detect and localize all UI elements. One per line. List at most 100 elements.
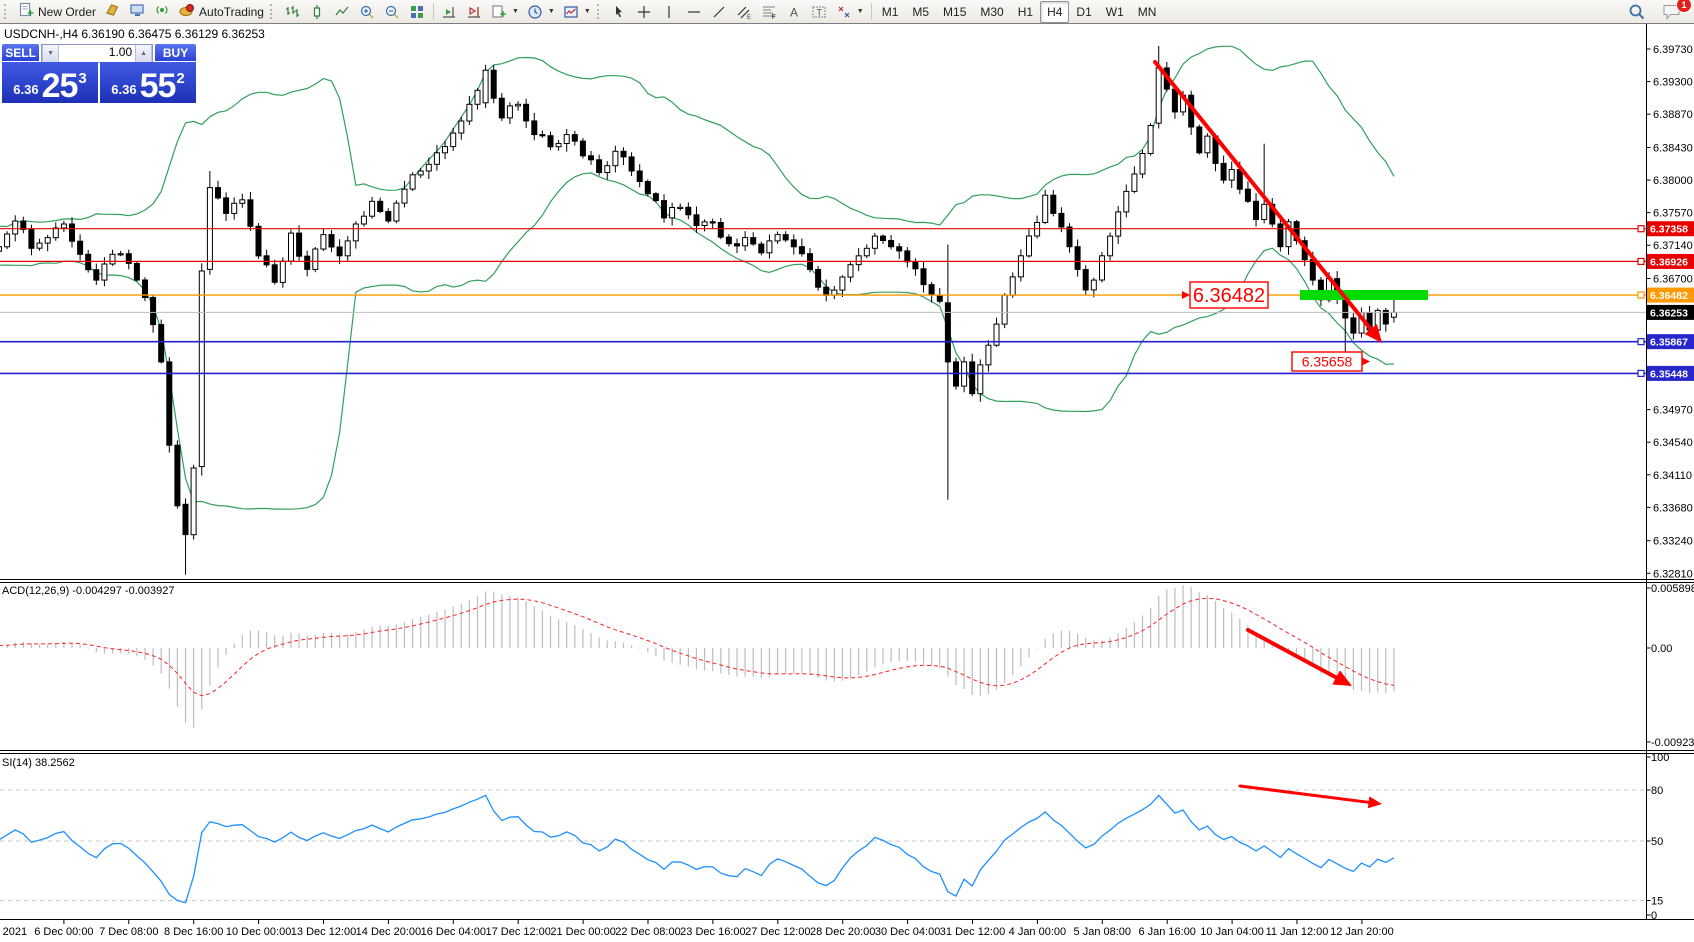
timeframe-button-w1[interactable]: W1: [1105, 4, 1124, 19]
toolbar-grip-3[interactable]: [596, 4, 603, 19]
new-order-button[interactable]: New Order: [14, 1, 100, 23]
timeframe-button-h1[interactable]: H1: [1017, 4, 1034, 19]
sell-button[interactable]: SELL: [2, 44, 40, 61]
svg-text:6.33240: 6.33240: [1653, 536, 1693, 548]
candlestick-chart-button[interactable]: [305, 1, 330, 23]
channel-button[interactable]: E: [732, 1, 757, 23]
trend-arrow-main[interactable]: [1153, 60, 1382, 343]
toolbar-grip-2[interactable]: [269, 4, 276, 19]
one-click-trading-panel: SELL ▼ 1.00 ▲ BUY 6.36 25 3 6.36 55 2: [2, 44, 196, 103]
price-badge: [1647, 334, 1694, 350]
svg-text:0: 0: [1651, 910, 1657, 922]
volume-input[interactable]: 1.00: [59, 45, 136, 62]
buy-price-button[interactable]: 6.36 55 2: [100, 62, 196, 103]
svg-text:0.00: 0.00: [1651, 643, 1672, 655]
price-callout-upper[interactable]: 6.36482: [1182, 281, 1269, 309]
volume-decrease-button[interactable]: ▼: [42, 45, 60, 62]
candlestick-chart-icon: [313, 4, 321, 19]
text-button[interactable]: A: [782, 1, 807, 23]
timeframe-button-m30[interactable]: M30: [980, 4, 1004, 19]
text-label-button[interactable]: T: [807, 1, 832, 23]
sell-price-button[interactable]: 6.36 25 3: [2, 62, 98, 103]
clock-icon: [528, 4, 542, 19]
price-badge: [1647, 287, 1694, 303]
price-callout-lower[interactable]: 6.35658: [1291, 351, 1370, 372]
level-anchor-marker: [1637, 338, 1645, 346]
price-badge: [1647, 365, 1694, 381]
trendline-button[interactable]: [707, 1, 732, 23]
svg-text:6.37358: 6.37358: [1650, 224, 1688, 236]
timeframe-button-d1[interactable]: D1: [1076, 4, 1092, 19]
svg-text:28 Dec 20:00: 28 Dec 20:00: [810, 926, 875, 938]
zoom-out-button[interactable]: [380, 1, 405, 23]
svg-text:6.36482: 6.36482: [1650, 290, 1688, 302]
toolbar-grip[interactable]: [4, 4, 10, 19]
zoom-in-button[interactable]: [355, 1, 380, 23]
auto-scroll-icon: [467, 6, 480, 18]
highlight-green-bar[interactable]: [1300, 290, 1428, 300]
periods-button[interactable]: ▼: [523, 1, 559, 23]
main-chart-panel: [0, 45, 1646, 575]
timeframe-button-mn[interactable]: MN: [1137, 4, 1157, 19]
new-chart-icon: [492, 4, 506, 18]
sell-price-prefix: 6.36: [13, 82, 39, 97]
svg-text:12 Jan 20:00: 12 Jan 20:00: [1330, 926, 1394, 938]
toolbar: New Order AutoTrading ▼ ▼ ▼ E F A T ▼: [0, 0, 1694, 24]
vertical-line-button[interactable]: [657, 1, 682, 23]
svg-text:3 Dec 2021: 3 Dec 2021: [0, 926, 27, 938]
svg-text:0.005898: 0.005898: [1651, 583, 1694, 595]
svg-text:6 Dec 00:00: 6 Dec 00:00: [34, 926, 93, 938]
vertical-line-icon: [668, 5, 670, 18]
volume-increase-button[interactable]: ▲: [135, 45, 153, 62]
svg-text:6.34970: 6.34970: [1653, 405, 1693, 417]
trend-arrow-macd[interactable]: [1246, 628, 1352, 686]
price-badges: 6.37358 6.36926 6.36482 6.36253 6.35867 6.354…: [1637, 221, 1694, 381]
horizontal-line-button[interactable]: [682, 1, 707, 23]
templates-button[interactable]: ▼: [559, 1, 595, 23]
timeframe-button-m5[interactable]: M5: [912, 4, 930, 19]
new-order-icon: [18, 2, 35, 21]
crosshair-button[interactable]: [632, 1, 657, 23]
bar-chart-button[interactable]: [280, 1, 305, 23]
templates-caret: ▼: [583, 8, 591, 15]
candles: [0, 46, 1397, 575]
line-chart-button[interactable]: [330, 1, 355, 23]
date-axis[interactable]: 3 Dec 2021 6 Dec 00:00 7 Dec 08:00 8 Dec 16…: [0, 920, 1394, 938]
arrows-button[interactable]: ▼: [832, 1, 868, 23]
svg-text:10 Jan 04:00: 10 Jan 04:00: [1200, 926, 1264, 938]
buy-button[interactable]: BUY: [155, 44, 196, 61]
shift-chart-button[interactable]: [437, 1, 462, 23]
cursor-button[interactable]: [607, 1, 632, 23]
svg-text:6 Jan 16:00: 6 Jan 16:00: [1138, 926, 1196, 938]
notifications-button[interactable]: 1: [1658, 0, 1692, 23]
svg-text:6.35448: 6.35448: [1650, 368, 1688, 380]
macd-panel: [0, 585, 1395, 728]
search-button[interactable]: [1624, 1, 1650, 23]
signal-button[interactable]: [150, 1, 175, 23]
gold-chart-button[interactable]: [100, 1, 125, 23]
auto-scroll-button[interactable]: [462, 1, 487, 23]
timeframe-button-m15[interactable]: M15: [943, 4, 967, 19]
svg-text:10 Dec 00:00: 10 Dec 00:00: [226, 926, 291, 938]
new-order-label: New Order: [38, 4, 97, 19]
zoom-out-icon: [385, 5, 399, 18]
bollinger-bands: [0, 45, 1395, 510]
autotrading-button[interactable]: AutoTrading: [175, 1, 268, 23]
svg-text:7 Dec 08:00: 7 Dec 08:00: [99, 926, 158, 938]
fibonacci-icon: F: [762, 5, 776, 20]
search-icon: [1629, 4, 1645, 19]
timeframe-button-m1[interactable]: M1: [881, 4, 899, 19]
trend-arrow-rsi[interactable]: [1238, 784, 1382, 809]
tile-windows-button[interactable]: [405, 1, 430, 23]
level-anchor-marker: [1637, 291, 1645, 299]
timeframe-button-h4[interactable]: H4: [1040, 0, 1070, 23]
callout-pointer: [1182, 291, 1190, 299]
svg-text:6.34110: 6.34110: [1653, 470, 1692, 482]
terminal-button[interactable]: [125, 1, 150, 23]
text-icon: A: [790, 5, 798, 19]
bar-chart-icon: [285, 5, 299, 17]
fibonacci-button[interactable]: F: [757, 1, 782, 23]
new-chart-button[interactable]: ▼: [487, 1, 523, 23]
arrows-caret: ▼: [856, 8, 864, 15]
